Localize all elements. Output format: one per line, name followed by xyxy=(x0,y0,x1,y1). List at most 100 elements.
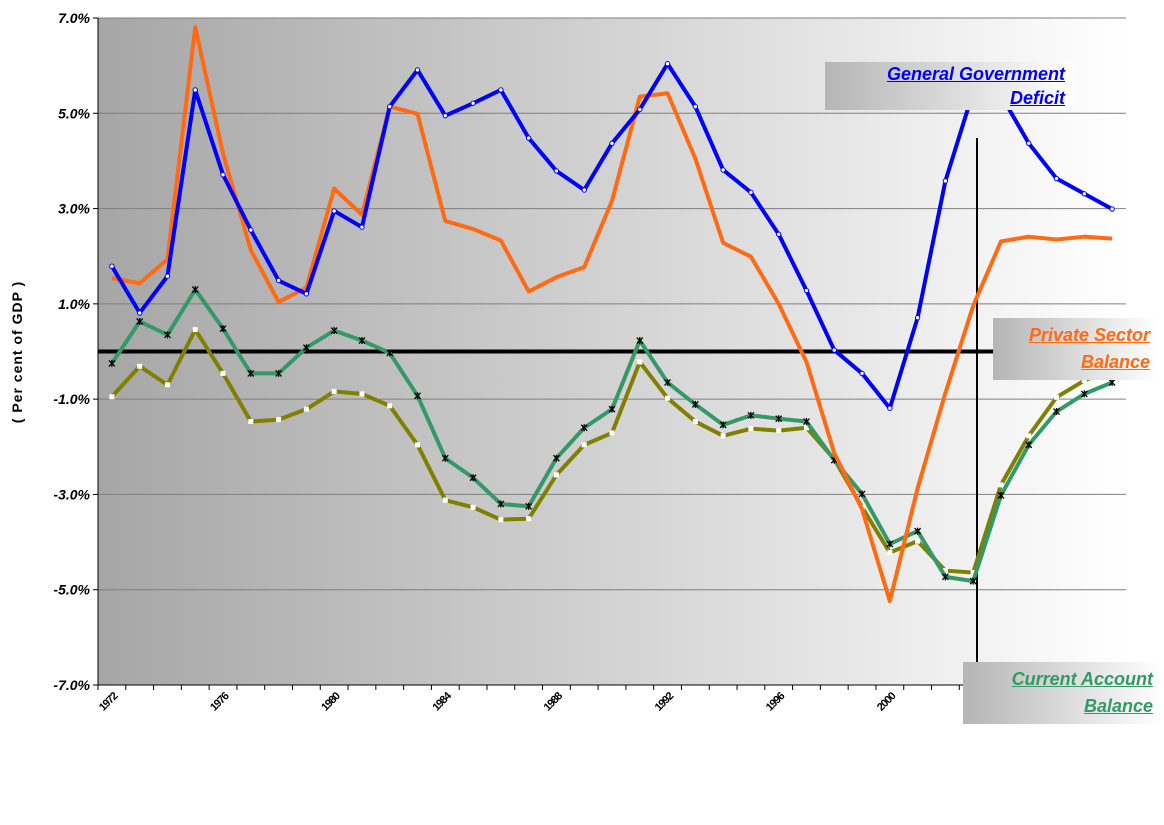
data-point xyxy=(665,395,671,401)
data-point xyxy=(1109,206,1115,212)
series xyxy=(109,61,1115,411)
data-point xyxy=(637,106,643,113)
data-point xyxy=(1026,140,1032,147)
data-point xyxy=(248,419,254,425)
data-point xyxy=(414,67,421,73)
data-point xyxy=(998,482,1004,488)
x-tick-label: 1988 xyxy=(542,690,566,714)
data-point xyxy=(330,327,338,335)
data-point xyxy=(692,419,698,425)
data-point xyxy=(914,527,922,535)
x-tick-label: 2000 xyxy=(875,690,899,714)
data-point xyxy=(109,394,115,400)
data-point xyxy=(803,425,809,431)
data-point xyxy=(525,135,532,141)
data-point xyxy=(886,540,894,548)
x-tick-label: 1976 xyxy=(208,690,232,714)
series xyxy=(108,286,1116,585)
data-point xyxy=(553,168,560,174)
data-point xyxy=(581,187,587,193)
y-tick-label: -3.0% xyxy=(53,486,90,502)
data-point xyxy=(552,454,560,462)
data-point xyxy=(359,224,365,230)
data-point xyxy=(525,502,533,510)
data-point xyxy=(553,472,559,478)
data-point xyxy=(776,231,782,237)
data-point xyxy=(748,189,754,196)
y-tick-label: -7.0% xyxy=(53,677,90,693)
data-point xyxy=(441,454,449,462)
x-tick-label: 1996 xyxy=(764,690,788,714)
x-tick-label: 1984 xyxy=(430,689,454,713)
data-point xyxy=(1080,390,1088,398)
data-point xyxy=(414,392,421,400)
data-point xyxy=(1054,394,1060,400)
data-point xyxy=(997,491,1005,499)
data-point xyxy=(581,442,587,448)
data-point xyxy=(775,415,783,423)
data-point xyxy=(163,331,171,339)
data-point xyxy=(248,227,254,233)
data-point xyxy=(470,100,476,106)
data-point xyxy=(887,550,893,556)
series-annotation: General Government Deficit xyxy=(825,62,1073,110)
data-point xyxy=(969,577,977,585)
data-point xyxy=(497,500,505,508)
series-line xyxy=(111,25,1113,604)
data-point xyxy=(442,112,448,119)
data-point xyxy=(137,363,143,369)
x-tick-label: 1972 xyxy=(97,690,121,714)
data-point xyxy=(358,337,366,345)
data-point xyxy=(164,273,171,279)
data-point xyxy=(803,287,810,294)
y-tick-label: 3.0% xyxy=(58,201,90,217)
data-point xyxy=(192,87,198,93)
data-point xyxy=(664,378,672,386)
data-point xyxy=(941,573,949,581)
y-tick-label: -5.0% xyxy=(53,582,90,598)
data-point xyxy=(303,406,309,412)
data-point xyxy=(1026,433,1032,439)
data-point xyxy=(637,359,643,365)
data-point xyxy=(748,426,754,432)
data-point xyxy=(219,325,227,333)
data-point xyxy=(914,314,921,321)
data-point xyxy=(1081,191,1088,197)
y-tick-label: -1.0% xyxy=(53,391,90,407)
data-point xyxy=(720,167,726,173)
x-tick-label: 1980 xyxy=(319,690,343,714)
data-point xyxy=(1108,378,1116,386)
data-point xyxy=(580,424,588,432)
y-tick-label: 7.0% xyxy=(58,10,90,26)
y-tick-label: 1.0% xyxy=(58,296,90,312)
data-point xyxy=(915,538,921,544)
data-point xyxy=(1053,408,1060,416)
data-point xyxy=(608,405,616,413)
data-point xyxy=(276,417,282,423)
data-point xyxy=(942,178,949,184)
data-point xyxy=(970,570,976,576)
data-point xyxy=(692,103,699,110)
data-point xyxy=(1081,378,1087,384)
data-point xyxy=(470,504,476,510)
data-point xyxy=(747,411,755,419)
data-point xyxy=(387,403,393,409)
series-annotation: Private Sector Balance xyxy=(993,318,1158,380)
data-point xyxy=(192,327,198,333)
data-point xyxy=(136,310,143,316)
data-point xyxy=(691,400,699,408)
data-point xyxy=(858,490,866,498)
data-point xyxy=(526,516,532,522)
data-point xyxy=(386,349,394,357)
series-annotation: Current Account Balance xyxy=(963,662,1161,724)
data-point xyxy=(109,263,115,269)
data-point xyxy=(498,87,504,93)
x-tick-label: 1992 xyxy=(653,690,677,714)
data-point xyxy=(415,442,421,448)
data-point xyxy=(776,428,782,434)
data-point xyxy=(331,208,337,214)
data-point xyxy=(887,405,893,411)
data-point xyxy=(275,277,282,284)
data-point xyxy=(498,517,504,523)
